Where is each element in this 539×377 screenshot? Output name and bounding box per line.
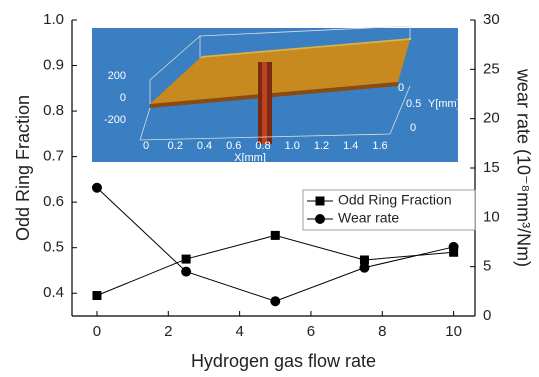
x-tick-label: 0	[93, 323, 101, 340]
x-tick-label: 2	[164, 323, 172, 340]
inset-x-label: X[mm]	[234, 152, 266, 164]
inset-x-tick-label: 0	[143, 140, 149, 152]
data-point	[182, 255, 191, 264]
y-tick-label: 0.9	[43, 57, 64, 74]
x-tick-label: 8	[378, 323, 386, 340]
inset-z-tick-label: -200	[104, 114, 126, 126]
data-point	[359, 263, 369, 273]
page: 0.4 0.5 0.6 0.7 0.8 0.9 1.0 0 5 10 15 20 25 30 0 2 4 6 8 10…	[0, 0, 539, 377]
data-point	[92, 183, 102, 193]
x-axis-label: Hydrogen gas flow rate	[191, 351, 376, 371]
inset-x-tick-label: 0.8	[255, 140, 270, 152]
y2-tick-label: 20	[483, 110, 500, 127]
series-line	[97, 235, 454, 295]
inset-x-tick-label: 0.2	[168, 140, 183, 152]
inset-x-tick-label: 1.4	[343, 140, 358, 152]
y2-axis-label: wear rate (10⁻⁸mm³/Nm)	[513, 68, 533, 267]
inset-y-tick-label: 0.5	[406, 98, 421, 110]
x-tick-label: 10	[445, 323, 462, 340]
x-tick-label: 4	[235, 323, 243, 340]
data-point	[271, 231, 280, 240]
inset-z-tick-label: 200	[108, 70, 126, 82]
legend-marker	[316, 197, 325, 206]
inset-y-label: Y[mm]	[428, 98, 460, 110]
inset-z-tick-label: 0	[120, 92, 126, 104]
chart: 0.4 0.5 0.6 0.7 0.8 0.9 1.0 0 5 10 15 20 25 30 0 2 4 6 8 10…	[0, 0, 539, 377]
y2-tick-label: 5	[483, 258, 491, 275]
x-tick-label: 6	[307, 323, 315, 340]
inset-x-tick-label: 0.4	[197, 140, 212, 152]
inset-x-tick-label: 1.6	[372, 140, 387, 152]
data-point	[92, 291, 101, 300]
y-tick-label: 0.8	[43, 102, 64, 119]
inset-y-tick-label: 0	[410, 122, 416, 134]
legend-label: Odd Ring Fraction	[338, 192, 452, 208]
y-axis-label: Odd Ring Fraction	[13, 95, 33, 241]
y-tick-label: 1.0	[43, 11, 64, 28]
y-tick-label: 0.5	[43, 239, 64, 256]
data-point	[449, 242, 459, 252]
inset-x-tick-label: 0.6	[226, 140, 241, 152]
y-tick-label: 0.7	[43, 148, 64, 165]
legend-marker	[315, 214, 325, 224]
data-point	[270, 296, 280, 306]
y2-tick-label: 25	[483, 60, 500, 77]
y-tick-label: 0.6	[43, 193, 64, 210]
inset-x-tick-label: 1.0	[285, 140, 300, 152]
y-tick-label: 0.4	[43, 284, 64, 301]
inset-y-tick-label: 0	[398, 82, 404, 94]
data-point	[181, 267, 191, 277]
y2-tick-label: 30	[483, 11, 500, 28]
y2-tick-label: 10	[483, 208, 500, 225]
legend-label: Wear rate	[338, 210, 399, 226]
y2-tick-label: 15	[483, 159, 500, 176]
inset-x-tick-label: 1.2	[314, 140, 329, 152]
y2-tick-label: 0	[483, 307, 491, 324]
